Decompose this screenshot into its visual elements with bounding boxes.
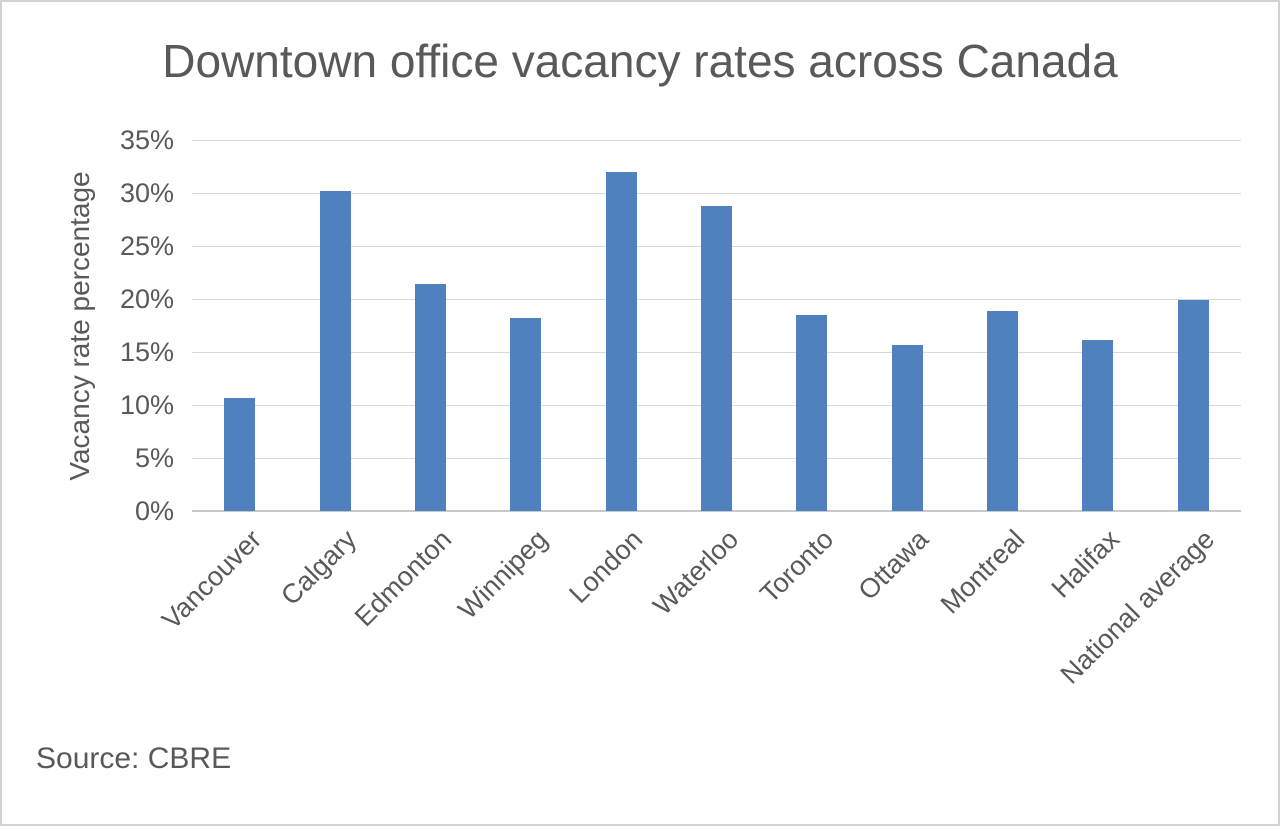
x-axis-line	[192, 510, 1241, 512]
bar-toronto	[796, 314, 828, 511]
bar-london	[605, 171, 637, 511]
y-tick-label: 0%	[134, 496, 174, 526]
bar-montreal	[987, 310, 1019, 511]
bar-waterloo	[701, 205, 732, 511]
bar-ottawa	[891, 344, 923, 511]
y-tick-label: 30%	[119, 178, 174, 208]
gridline	[192, 192, 1241, 194]
y-tick-label: 35%	[119, 125, 174, 155]
chart-title: Downtown office vacancy rates across Can…	[162, 35, 1118, 87]
source-note: Source: CBRE	[36, 742, 232, 775]
y-tick-label: 20%	[119, 284, 174, 314]
bar-edmonton	[414, 284, 446, 511]
bar-winnipeg	[510, 318, 542, 511]
gridline	[192, 139, 1241, 141]
y-tick-label: 25%	[119, 231, 174, 261]
y-tick-label: 5%	[134, 443, 174, 473]
bar-calgary	[319, 190, 351, 511]
bar-halifax	[1082, 340, 1114, 511]
bar-vancouver	[224, 397, 256, 511]
y-axis-title-text: Vacancy rate percentage	[64, 171, 95, 481]
y-tick-label: 15%	[119, 337, 174, 367]
bar-national-average	[1177, 300, 1209, 511]
y-tick-label: 10%	[119, 390, 174, 420]
